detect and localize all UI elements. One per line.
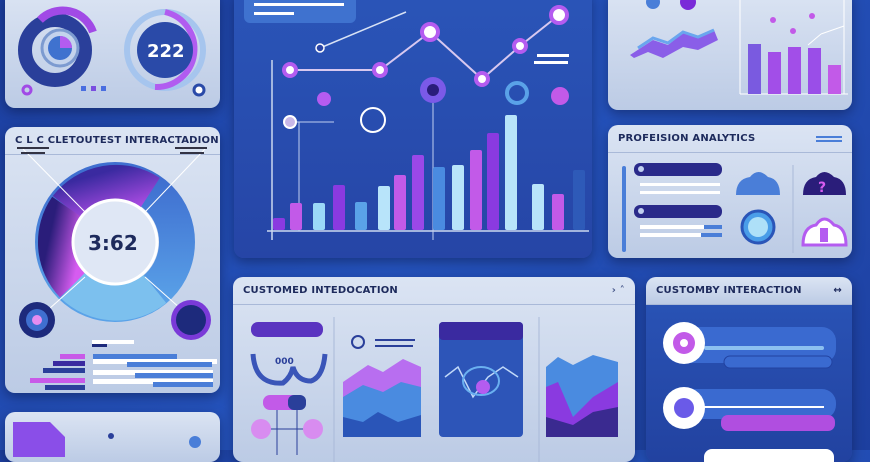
panel-title: C L C CLETOUTEST INTERACTADION xyxy=(15,135,219,146)
bar-line-chart xyxy=(244,0,589,240)
chart-bar xyxy=(412,155,424,230)
chart-bar xyxy=(355,202,367,230)
chart-bar xyxy=(290,203,302,230)
center-value: 3:62 xyxy=(88,231,138,255)
chart-line xyxy=(290,14,560,81)
chart-bar xyxy=(452,165,464,230)
interaction-list xyxy=(663,322,836,462)
interaction-panel: CUSTOMBY INTERACTION ↔ xyxy=(646,277,852,462)
link-icon[interactable]: ↔ xyxy=(833,285,842,296)
chart-bar xyxy=(552,194,564,230)
ring-value: 222 xyxy=(147,41,185,62)
top-right-panel xyxy=(608,0,852,110)
chart-point[interactable] xyxy=(512,38,528,54)
chart-bar xyxy=(333,185,345,230)
panel-title: CUSTOMBY INTERACTION xyxy=(656,285,802,296)
chart-bar xyxy=(487,133,499,230)
gauge-label xyxy=(251,322,323,337)
chart-bar xyxy=(378,186,390,230)
list-item[interactable] xyxy=(666,327,836,363)
donut-chart xyxy=(17,147,217,390)
top-left-widget: 222 xyxy=(5,0,220,108)
chart-point[interactable] xyxy=(372,62,388,78)
cloud-icon[interactable] xyxy=(736,172,780,195)
help-icon[interactable] xyxy=(803,172,846,195)
chart-bar xyxy=(505,115,517,230)
chart-bar xyxy=(573,170,585,230)
decorative-icons xyxy=(13,422,201,457)
panel-header: PROFEISION ANALYTICS xyxy=(608,125,852,153)
chart-bar xyxy=(313,203,325,230)
menu-icon[interactable] xyxy=(816,135,842,142)
chart-bar xyxy=(273,218,285,230)
analytics-content: ? xyxy=(622,163,848,253)
chart-bar xyxy=(470,150,482,230)
panel-title: PROFEISION ANALYTICS xyxy=(618,133,756,144)
chart-bar xyxy=(394,175,406,230)
chart-point[interactable] xyxy=(549,5,569,25)
collapse-icon[interactable]: › ˄ xyxy=(611,285,625,296)
main-chart-panel xyxy=(234,0,592,258)
chart-point[interactable] xyxy=(474,71,490,87)
bottom-left-panel xyxy=(5,412,220,462)
chart-point[interactable] xyxy=(282,62,298,78)
analytics-panel: PROFEISION ANALYTICS ? xyxy=(608,125,852,258)
mini-charts xyxy=(630,0,848,95)
feature-card[interactable] xyxy=(439,322,523,437)
panel-header: CUSTOMED INTEDOCATION › ˄ xyxy=(233,277,635,305)
list-item[interactable] xyxy=(666,389,836,419)
chart-point[interactable] xyxy=(420,22,440,42)
ring-gauges xyxy=(18,6,206,97)
panel-header: C L C CLETOUTEST INTERACTADION xyxy=(5,127,220,155)
chart-bar xyxy=(532,184,544,230)
panel-title: CUSTOMED INTEDOCATION xyxy=(243,285,399,296)
chart-bar xyxy=(433,167,445,230)
svg-text:?: ? xyxy=(818,180,826,196)
panel-header: CUSTOMBY INTERACTION ↔ xyxy=(646,277,852,305)
introduction-content xyxy=(250,317,618,462)
gauge-value: 000 xyxy=(275,357,294,367)
introduction-panel: CUSTOMED INTEDOCATION › ˄ 000 xyxy=(233,277,635,462)
customer-interaction-panel: C L C CLETOUTEST INTERACTADION 3:62 xyxy=(5,127,220,393)
